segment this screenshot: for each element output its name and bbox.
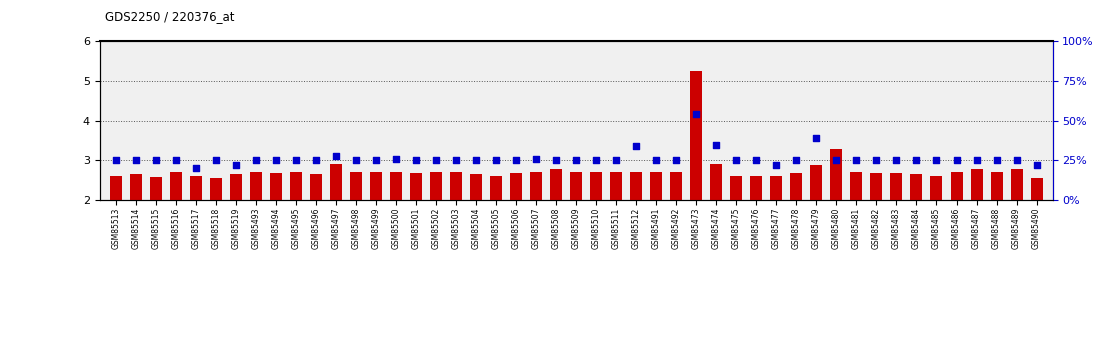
Bar — [270, 173, 281, 279]
Point — [227, 162, 245, 168]
Bar — [470, 174, 482, 279]
Point — [1007, 158, 1025, 163]
Bar — [891, 173, 902, 279]
Bar — [110, 176, 122, 279]
Point — [707, 142, 725, 147]
Bar — [310, 174, 322, 279]
Bar — [430, 171, 442, 279]
Bar — [670, 171, 683, 279]
Point — [987, 158, 1005, 163]
Bar — [730, 176, 742, 279]
Point — [728, 158, 746, 163]
Bar — [490, 176, 502, 279]
Bar — [710, 164, 722, 279]
Point — [488, 158, 505, 163]
Bar — [250, 171, 261, 279]
Point — [947, 158, 965, 163]
Point — [407, 158, 424, 163]
Point — [868, 158, 885, 163]
Bar — [650, 171, 663, 279]
Point — [788, 158, 806, 163]
Bar — [551, 169, 562, 279]
Bar — [390, 171, 402, 279]
Point — [848, 158, 865, 163]
Bar — [370, 172, 382, 279]
Point — [507, 158, 525, 163]
Point — [607, 158, 625, 163]
Bar — [931, 176, 943, 279]
Bar — [630, 171, 643, 279]
Point — [468, 158, 485, 163]
Bar — [770, 176, 782, 279]
Point — [106, 158, 124, 163]
Bar — [350, 171, 362, 279]
Bar — [591, 171, 602, 279]
Bar — [229, 174, 242, 279]
Point — [187, 166, 205, 171]
Point — [667, 158, 685, 163]
Bar — [1030, 178, 1043, 279]
Bar — [871, 173, 882, 279]
Point — [167, 158, 185, 163]
Point — [267, 158, 285, 163]
Bar — [951, 171, 963, 279]
Point — [287, 158, 305, 163]
Bar — [189, 176, 202, 279]
Bar — [209, 178, 222, 279]
Point — [307, 158, 325, 163]
Point — [428, 158, 445, 163]
Point — [387, 156, 404, 161]
Point — [907, 158, 925, 163]
Point — [927, 158, 945, 163]
Point — [547, 158, 565, 163]
Bar — [450, 171, 462, 279]
Point — [567, 158, 585, 163]
Bar — [571, 171, 582, 279]
Bar — [971, 169, 983, 279]
Bar — [1010, 169, 1023, 279]
Bar — [851, 171, 862, 279]
Bar — [290, 172, 301, 279]
Bar — [611, 171, 623, 279]
Bar — [830, 148, 842, 279]
Point — [647, 158, 665, 163]
Bar — [530, 171, 542, 279]
Point — [888, 158, 905, 163]
Bar — [150, 177, 162, 279]
Point — [587, 158, 605, 163]
Point — [147, 158, 165, 163]
Point — [448, 158, 465, 163]
Bar — [130, 174, 142, 279]
Point — [967, 158, 985, 163]
Bar — [410, 173, 422, 279]
Point — [748, 158, 766, 163]
Point — [687, 112, 705, 117]
Bar — [750, 176, 762, 279]
Point — [768, 162, 786, 168]
Bar — [911, 174, 923, 279]
Point — [1028, 162, 1046, 168]
Point — [207, 158, 225, 163]
Point — [127, 158, 145, 163]
Bar — [690, 71, 702, 279]
Point — [828, 158, 845, 163]
Bar — [810, 165, 822, 279]
Text: GDS2250 / 220376_at: GDS2250 / 220376_at — [105, 10, 235, 23]
Bar — [510, 173, 522, 279]
Bar — [170, 171, 182, 279]
Point — [367, 158, 384, 163]
Bar — [790, 173, 802, 279]
Point — [327, 153, 345, 158]
Point — [247, 158, 265, 163]
Point — [808, 136, 825, 141]
Point — [627, 144, 645, 149]
Point — [347, 158, 365, 163]
Bar — [991, 171, 1003, 279]
Point — [527, 156, 545, 161]
Bar — [330, 164, 342, 279]
